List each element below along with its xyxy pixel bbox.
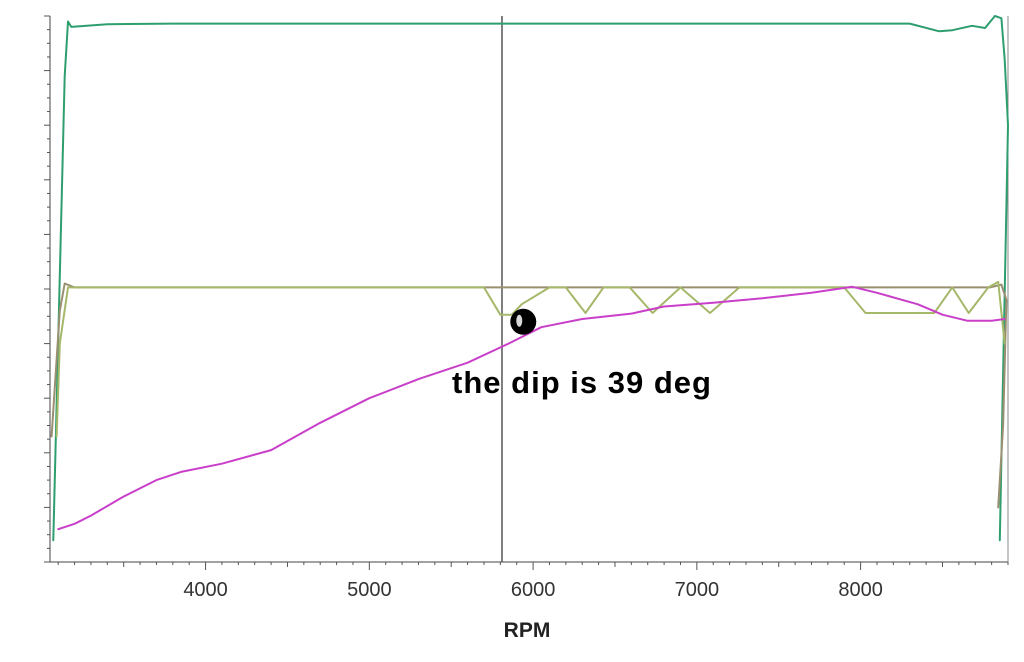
series-layer	[50, 15, 1009, 542]
x-tick-label: 4000	[183, 579, 228, 601]
series-line-magenta	[57, 285, 1006, 531]
x-tick-label: 6000	[511, 579, 556, 601]
annotation-text: the dip is 39 deg	[452, 365, 712, 400]
y-minor-ticks	[44, 15, 50, 563]
x-tick-label: 8000	[838, 579, 883, 601]
x-axis-label: RPM	[504, 619, 551, 642]
annotation-marker-highlight	[516, 314, 523, 327]
annotation-marker	[510, 308, 537, 335]
x-tick-label: 7000	[675, 579, 720, 601]
series-line-olive	[55, 280, 1006, 438]
x-axis-ticks: 4000 5000 6000 7000 8000	[57, 562, 1009, 601]
x-tick-label: 5000	[347, 579, 392, 601]
annotation-layer: the dip is 39 deg	[452, 308, 712, 400]
series-line-green	[52, 15, 1009, 542]
series-line-brown	[50, 282, 1008, 509]
